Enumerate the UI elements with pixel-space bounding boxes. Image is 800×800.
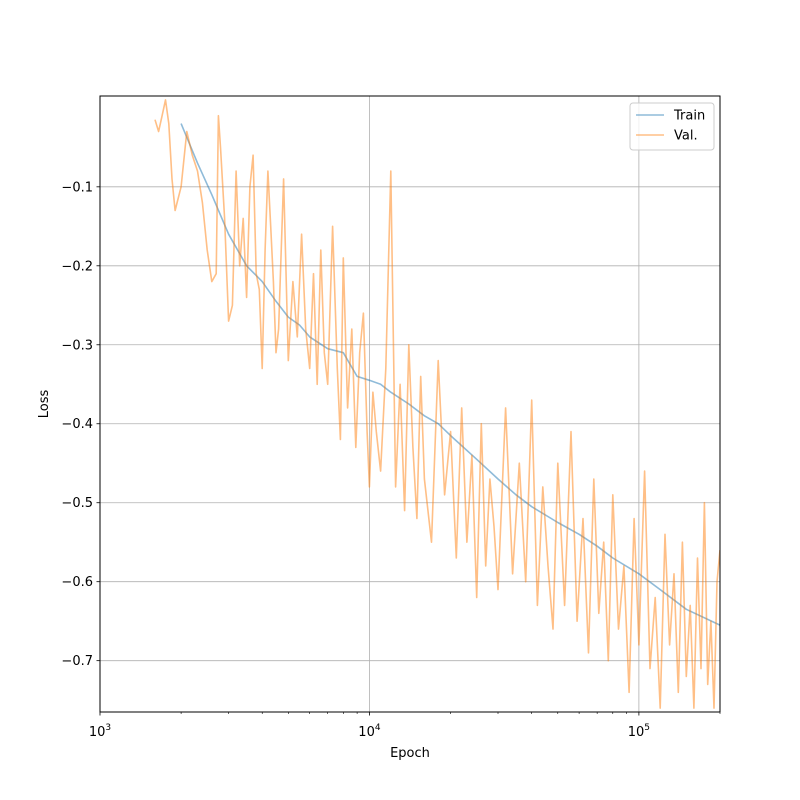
x-tick-label-base: 10 bbox=[89, 725, 106, 740]
series-line bbox=[154, 99, 720, 709]
y-tick-label: −0.2 bbox=[61, 259, 93, 274]
x-tick-label: 104 bbox=[358, 723, 381, 740]
x-tick-label: 103 bbox=[89, 723, 111, 740]
x-tick-label-base: 10 bbox=[628, 725, 645, 740]
series-layer bbox=[154, 99, 720, 709]
y-tick-label: −0.5 bbox=[61, 496, 93, 511]
y-tick-label: −0.6 bbox=[61, 575, 93, 590]
y-tick-label: −0.1 bbox=[61, 180, 93, 195]
plot-frame bbox=[99, 95, 721, 713]
y-tick-label: −0.7 bbox=[61, 654, 93, 669]
x-tick-label-base: 10 bbox=[358, 725, 375, 740]
legend: Train Val. bbox=[629, 102, 715, 151]
legend-label: Train bbox=[673, 109, 705, 124]
x-tick-label-exponent: 4 bbox=[375, 723, 381, 733]
y-tick-label: −0.3 bbox=[61, 338, 93, 353]
y-tick-label: −0.4 bbox=[61, 417, 93, 432]
x-axis-label: Epoch bbox=[390, 746, 430, 761]
y-axis-label: Loss bbox=[37, 390, 52, 419]
legend-label: Val. bbox=[674, 129, 698, 144]
x-tick-label-exponent: 5 bbox=[644, 723, 650, 733]
x-tick-label-exponent: 3 bbox=[105, 723, 111, 733]
x-tick-label: 105 bbox=[628, 723, 650, 740]
